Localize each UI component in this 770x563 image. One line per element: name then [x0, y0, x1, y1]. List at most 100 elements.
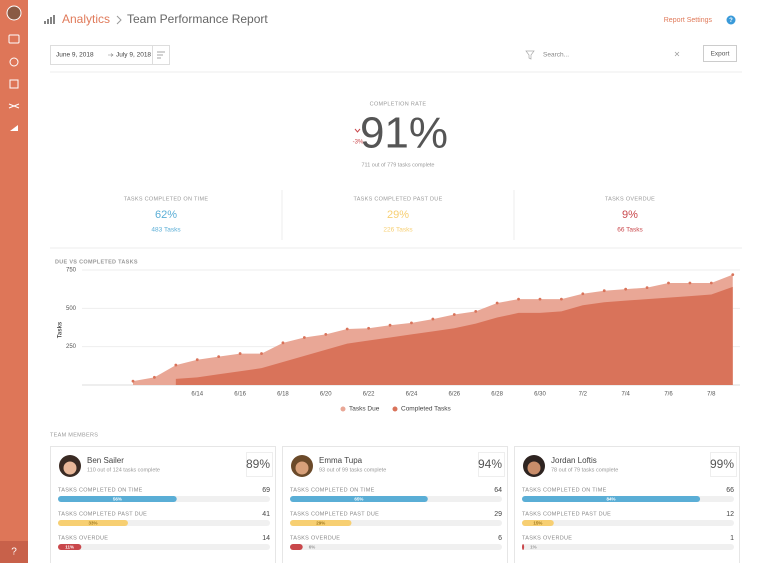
nav-icon[interactable]	[9, 79, 19, 89]
point	[281, 341, 285, 345]
row-label: TASKS COMPLETED ON TIME	[58, 487, 143, 493]
point	[153, 375, 156, 379]
date-arrow	[108, 53, 114, 57]
member-percent: 94%	[478, 457, 502, 471]
stat-label: TASKS OVERDUE	[605, 196, 655, 202]
user-avatar[interactable]	[6, 5, 22, 21]
help-box[interactable]	[0, 541, 28, 563]
point	[667, 281, 670, 285]
row-label: TASKS OVERDUE	[290, 535, 340, 541]
stat-detail: 226 Tasks	[383, 227, 413, 234]
point	[367, 326, 371, 330]
member-card	[282, 446, 508, 563]
bar	[290, 520, 352, 526]
legend-swatch	[392, 406, 398, 412]
completion-value: 91%	[360, 109, 448, 158]
bar-label: 15%	[533, 520, 542, 525]
stat-value: 9%	[622, 209, 638, 221]
bar-label: 33%	[88, 520, 97, 525]
point	[302, 336, 306, 339]
bar-track	[290, 544, 502, 550]
help-text[interactable]: ?	[729, 18, 733, 24]
member-card	[514, 446, 740, 563]
report-settings[interactable]: Report Settings	[664, 17, 713, 24]
row-count: 29	[494, 511, 502, 518]
x-tick-label: 6/18	[277, 392, 289, 398]
date-to[interactable]: July 9, 2018	[116, 52, 151, 59]
point	[560, 297, 563, 301]
member-percent: 89%	[246, 457, 270, 471]
area	[175, 286, 733, 385]
nav-icon[interactable]	[8, 103, 20, 109]
row-label: TASKS COMPLETED PAST DUE	[522, 511, 611, 517]
member-detail: 110 out of 124 tasks complete	[87, 467, 160, 473]
row-count: 14	[262, 535, 270, 542]
y-tick-label: 750	[66, 268, 77, 274]
search-input[interactable]: Search...	[543, 52, 569, 59]
y-tick-label: 250	[66, 344, 77, 350]
filter-icon[interactable]	[525, 50, 535, 60]
legend-label: Completed Tasks	[401, 406, 451, 413]
completion-detail: 711 out of 779 tasks complete	[362, 162, 435, 168]
stat-detail: 483 Tasks	[151, 227, 181, 234]
member-percent: 99%	[710, 457, 734, 471]
legend-label: Tasks Due	[349, 406, 380, 413]
y-axis-label: Tasks	[58, 321, 64, 338]
change-arrow	[354, 128, 361, 133]
row-label: TASKS COMPLETED ON TIME	[290, 487, 375, 493]
export-button[interactable]	[703, 45, 737, 62]
bar	[290, 544, 303, 550]
point	[517, 297, 520, 301]
x-tick-label: 6/30	[534, 392, 546, 398]
bar-label: 65%	[354, 496, 363, 501]
x-tick-label: 6/14	[191, 392, 203, 398]
point	[624, 287, 628, 291]
bar-track	[522, 544, 734, 550]
row-count: 12	[726, 511, 734, 518]
row-count: 6	[498, 535, 502, 542]
sort-icon[interactable]	[157, 51, 165, 59]
member-name: Emma Tupa	[319, 456, 363, 465]
row-count: 41	[262, 511, 270, 518]
point	[388, 323, 392, 327]
point	[602, 289, 606, 293]
date-from[interactable]: June 9, 2018	[56, 52, 94, 59]
bar-label: 29%	[316, 520, 325, 525]
clear-search[interactable]	[674, 51, 680, 57]
member-detail: 93 out of 99 tasks complete	[319, 467, 386, 473]
bar-label: 84%	[607, 496, 616, 501]
x-tick-label: 6/26	[448, 392, 460, 398]
nav-icon[interactable]	[8, 34, 20, 44]
row-count: 1	[730, 535, 734, 542]
point	[645, 286, 649, 290]
bar	[522, 544, 525, 550]
member-detail: 78 out of 79 tasks complete	[551, 467, 618, 473]
x-tick-label: 6/24	[406, 392, 418, 398]
row-label: TASKS COMPLETED ON TIME	[522, 487, 607, 493]
x-tick-label: 6/16	[234, 392, 246, 398]
x-tick-label: 6/22	[363, 392, 375, 398]
member-name: Ben Sailer	[87, 456, 124, 465]
point	[345, 327, 349, 331]
point	[238, 352, 242, 355]
point	[709, 281, 713, 285]
point	[174, 363, 178, 367]
legend-swatch	[340, 406, 346, 412]
point	[452, 313, 456, 316]
breadcrumb-section[interactable]: Analytics	[62, 12, 110, 26]
row-label: TASKS OVERDUE	[58, 535, 108, 541]
nav-icon[interactable]	[9, 57, 19, 67]
help-icon[interactable]	[726, 15, 736, 25]
member-name: Jordan Loftis	[551, 456, 597, 465]
export-label[interactable]: Export	[711, 51, 730, 58]
percent-box	[246, 452, 273, 477]
point	[410, 321, 413, 325]
percent-box	[478, 452, 505, 477]
point	[495, 301, 499, 305]
sidebar-help[interactable]: ?	[11, 547, 17, 558]
row-count: 64	[494, 487, 502, 494]
point	[260, 352, 263, 355]
point	[431, 317, 435, 321]
nav-icon[interactable]	[10, 125, 18, 131]
